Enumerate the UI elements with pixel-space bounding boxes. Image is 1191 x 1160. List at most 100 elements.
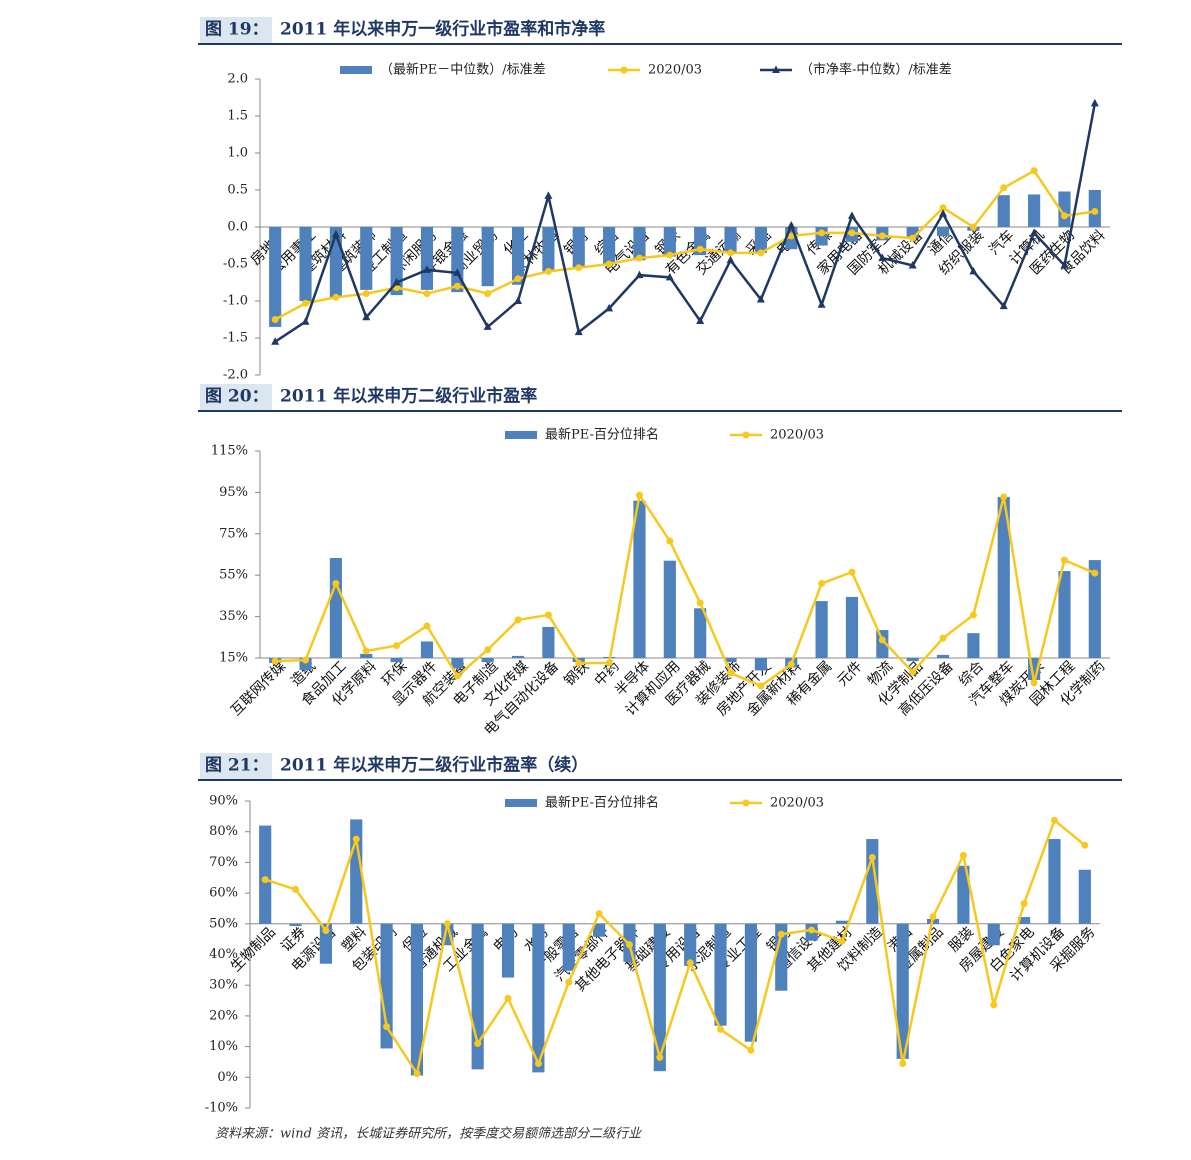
legend-swatch [340,66,372,74]
marker [302,656,310,664]
marker [999,301,1008,310]
bar [744,923,757,1042]
marker [352,835,360,843]
marker [929,913,937,921]
bar [562,923,575,971]
marker [1030,679,1038,687]
marker [261,876,269,884]
bar [511,227,525,285]
marker [514,616,522,624]
marker [656,1053,664,1061]
line [274,103,1097,343]
bar [572,227,585,268]
marker [726,255,735,264]
y-tick-label: 95% [219,485,248,500]
chart-title: 2011 年以来申万一级行业市盈率和市净率 [280,19,605,40]
bar [633,500,646,658]
y-tick-label: 40% [209,947,238,962]
marker [413,1070,421,1078]
marker [939,209,948,217]
marker [787,660,795,668]
figure-label: 图 20： [205,387,269,407]
figure-label-box [200,753,272,779]
marker [544,191,553,199]
legend-marker [742,799,750,807]
marker [544,267,552,275]
marker [1050,816,1058,824]
source-note: 资料来源：wind 资讯，长城证券研究所，按季度交易额筛选部分二级行业 [215,1126,642,1142]
y-tick-label: -0.5 [223,257,248,272]
marker [302,299,310,307]
marker [756,295,765,303]
marker [787,221,796,229]
bar [299,227,312,301]
marker [635,491,643,499]
marker [686,959,694,967]
marker [484,646,492,654]
marker [271,337,280,345]
y-tick-label: 30% [209,978,238,993]
legend-label: 2020/03 [770,428,824,443]
marker [696,245,704,253]
marker [1090,98,1099,107]
y-tick-label: 0.0 [227,220,248,235]
marker [787,232,795,240]
bar [390,658,403,663]
marker [635,270,644,279]
legend-label: 2020/03 [770,796,824,811]
marker [990,1001,998,1009]
marker [817,300,826,308]
line [275,491,1096,688]
marker [717,1025,725,1033]
marker [504,994,512,1002]
y-tick-label: 80% [209,824,238,839]
y-tick-label: 75% [219,526,248,541]
marker [1000,184,1008,192]
y-tick-label: -10% [205,1101,238,1116]
bar [1058,571,1071,658]
marker [1060,556,1068,564]
marker [868,853,876,861]
bar [835,920,849,924]
bar [663,227,676,257]
bar [360,653,373,658]
marker [271,657,279,665]
y-tick-label: 90% [209,794,238,809]
y-tick-label: 20% [209,1008,238,1023]
marker [1030,228,1039,236]
header-rule [198,410,1122,412]
bar [866,839,879,924]
bar [360,227,373,290]
bar [542,227,555,272]
header-rule [198,779,1122,781]
bar [845,596,859,658]
marker [878,253,887,262]
bar [593,923,606,937]
marker [453,672,461,680]
marker [1091,569,1099,577]
marker [969,223,977,231]
y-tick-label: 70% [209,855,238,870]
marker [959,851,967,859]
y-tick-label: 10% [209,1039,238,1054]
marker [383,1023,391,1031]
bar [896,923,909,1059]
bar [684,923,697,966]
bar [410,923,424,1076]
bar [997,496,1010,658]
y-tick-label: -1.5 [223,331,248,346]
bar [1048,839,1061,924]
y-tick-label: 60% [209,886,238,901]
marker [605,659,613,667]
marker [848,568,856,576]
bar [724,658,737,663]
marker [362,290,370,298]
legend-label: （市净率-中位数）/标准差 [800,62,952,78]
marker [332,579,340,587]
marker [605,303,614,312]
marker [969,611,977,619]
marker [818,229,826,237]
marker [777,930,785,938]
